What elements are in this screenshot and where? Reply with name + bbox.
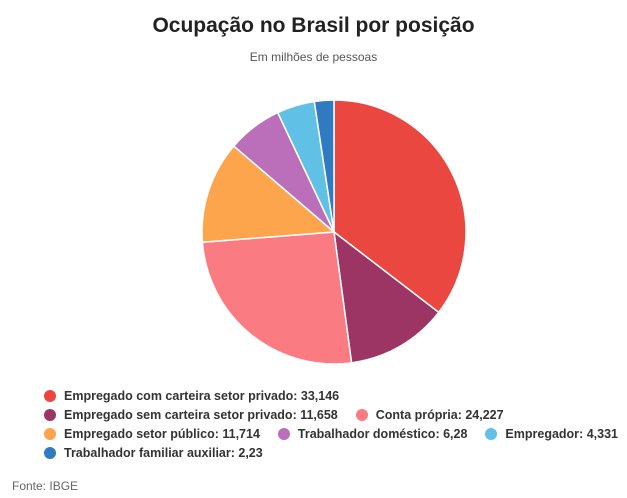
legend-marker: [485, 427, 498, 440]
pie-chart: [201, 99, 467, 365]
pie-slice-setor-publico[interactable]: [201, 145, 336, 244]
legend-marker: [277, 427, 290, 440]
legend-label: Empregador: [505, 426, 580, 441]
legend-label: Trabalhador familiar auxiliar: [64, 445, 231, 460]
legend-marker: [44, 446, 56, 459]
legend-row: Empregado com carteira setor privado: 33…: [44, 386, 614, 405]
legend-value: 6,28: [443, 426, 468, 441]
legend-marker: [44, 389, 56, 402]
legend-marker: [355, 408, 368, 421]
legend-value: 11,658: [300, 407, 338, 422]
legend-marker: [44, 408, 56, 421]
legend-item-empregado-sem-carteira[interactable]: Empregado sem carteira setor privado: 11…: [44, 408, 338, 422]
chart-subtitle: Em milhões de pessoas: [249, 50, 378, 64]
legend-label: Empregado sem carteira setor privado: [64, 407, 293, 422]
legend: Empregado com carteira setor privado: 33…: [44, 386, 618, 462]
legend-value: 33,146: [300, 388, 340, 403]
pie-slice-com-carteira[interactable]: [333, 99, 467, 314]
legend-value: 24,227: [465, 407, 504, 422]
legend-item-setor-publico[interactable]: Empregado setor público: 11,714: [44, 427, 260, 441]
pie-slice-familiar-auxiliar[interactable]: [313, 99, 335, 233]
legend-row: Trabalhador familiar auxiliar: 2,23: [44, 443, 614, 462]
legend-label: Empregado setor público: [64, 426, 215, 441]
pie-slice-sem-carteira[interactable]: [333, 230, 440, 364]
legend-item-trabalhador-domestico[interactable]: Trabalhador doméstico: 6,28: [277, 426, 468, 441]
legend-item-empregado-com-carteira[interactable]: Empregado com carteira setor privado: 33…: [44, 389, 339, 403]
legend-item-conta-propria[interactable]: Conta própria: 24,227: [355, 407, 504, 422]
legend-label: Conta própria: [375, 407, 458, 422]
legend-row: Empregado setor público: 11,714 Trabalha…: [44, 424, 618, 443]
legend-value: 2,23: [238, 445, 263, 460]
pie-slice-conta-propria[interactable]: [201, 231, 353, 365]
legend-item-familiar-auxiliar[interactable]: Trabalhador familiar auxiliar: 2,23: [44, 446, 263, 460]
legend-label: Empregado com carteira setor privado: [64, 388, 294, 403]
legend-row: Empregado sem carteira setor privado: 11…: [44, 405, 614, 424]
legend-label: Trabalhador doméstico: [297, 426, 436, 441]
source-note: Fonte: IBGE: [12, 479, 79, 493]
legend-value: 4,331: [586, 426, 618, 441]
legend-value: 11,714: [222, 426, 260, 441]
legend-marker: [44, 427, 56, 440]
legend-item-empregador[interactable]: Empregador: 4,331: [485, 427, 618, 441]
chart-title: Ocupação no Brasil por posição: [152, 14, 475, 37]
